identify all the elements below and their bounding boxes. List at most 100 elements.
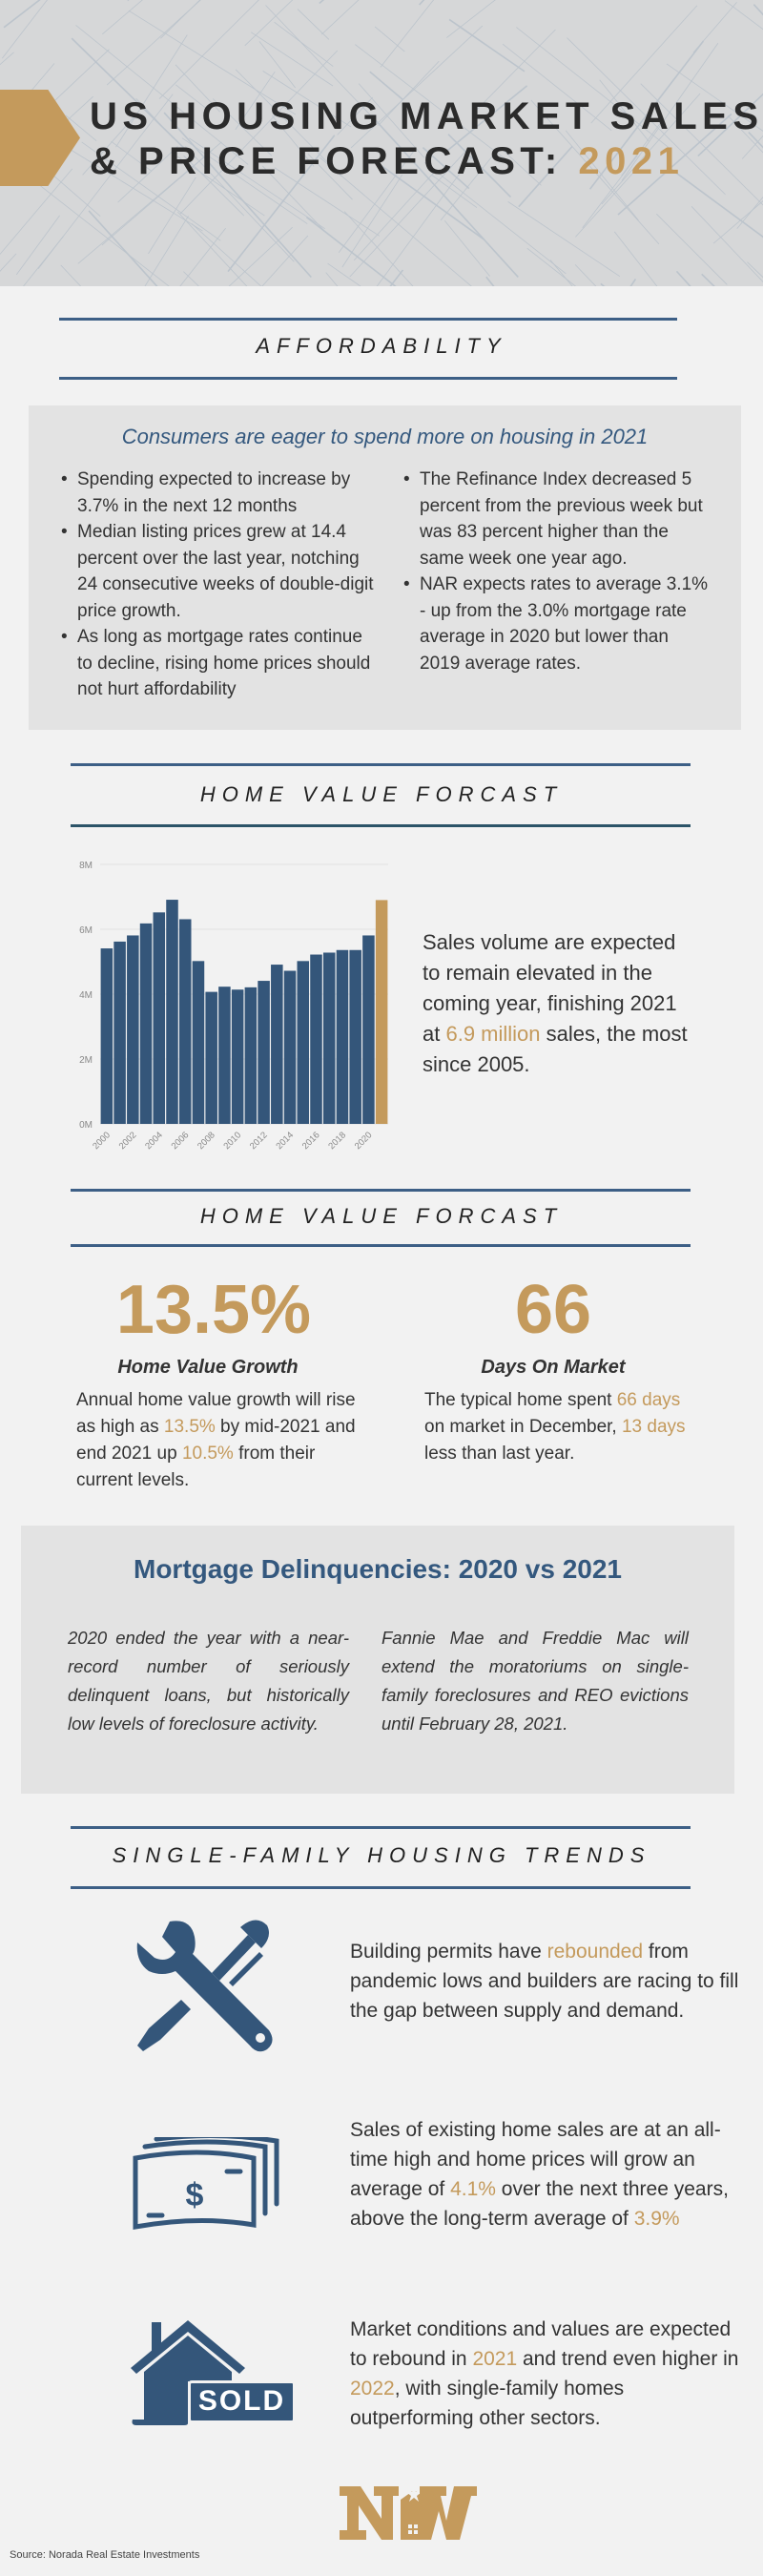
section-rule-bottom — [71, 824, 691, 827]
map-street — [670, 168, 763, 239]
map-street — [244, 0, 294, 47]
map-street — [621, 43, 719, 181]
map-street — [297, 9, 330, 40]
map-street — [355, 44, 510, 163]
trend-text-sales: Sales of existing home sales are at an a… — [350, 2115, 741, 2233]
map-street — [261, 235, 309, 286]
map-street — [320, 0, 360, 35]
money-icon: $ — [133, 2137, 279, 2230]
bar-2007 — [192, 961, 205, 1124]
map-street — [443, 220, 490, 277]
map-street — [549, 260, 573, 286]
x-tick-label: 2016 — [300, 1130, 322, 1152]
map-street — [712, 200, 763, 244]
map-street — [691, 206, 763, 282]
map-street — [106, 0, 201, 86]
map-street — [183, 271, 199, 286]
bar-2019 — [349, 949, 361, 1124]
bar-2011 — [244, 987, 258, 1124]
section-title-trends: SINGLE-FAMILY HOUSING TRENDS — [112, 1843, 651, 1867]
map-street — [422, 147, 470, 190]
section-rule-bottom — [71, 1244, 691, 1247]
map-street — [251, 31, 334, 87]
map-street — [0, 168, 73, 256]
map-street — [60, 264, 82, 286]
map-street — [128, 10, 297, 115]
map-street — [446, 0, 496, 38]
source-credit: Source: Norada Real Estate Investments — [10, 2549, 200, 2561]
map-street — [22, 171, 170, 286]
map-street — [500, 147, 542, 186]
title-prefix: & PRICE FORECAST: — [90, 140, 563, 182]
y-tick-label: 2M — [79, 1055, 93, 1066]
map-street — [65, 114, 97, 141]
body-text: Sales volume are expected to remain elev… — [423, 930, 677, 1046]
map-street — [191, 223, 262, 286]
mortgage-right-text: Fannie Mae and Freddie Mac will extend t… — [382, 1628, 689, 1734]
map-street — [423, 161, 567, 275]
bar-2021 — [375, 900, 388, 1124]
map-street — [378, 60, 440, 126]
norada-logo — [340, 2486, 477, 2540]
section-rule-top — [71, 1826, 691, 1829]
map-street — [380, 0, 435, 68]
page-title-line1: US HOUSING MARKET SALES — [90, 95, 763, 137]
map-street — [320, 156, 472, 286]
map-street — [0, 253, 17, 272]
bar-2002 — [127, 935, 139, 1124]
y-tick-label: 4M — [79, 990, 93, 1001]
body-text: Market conditions and values are expecte… — [350, 2318, 732, 2370]
bar-2018 — [336, 949, 349, 1124]
bar-2004 — [153, 912, 166, 1124]
map-street — [175, 64, 220, 113]
map-street — [15, 215, 60, 276]
map-street — [212, 98, 273, 156]
map-street — [588, 40, 705, 190]
map-street — [181, 137, 308, 224]
map-street — [338, 150, 415, 253]
map-street — [600, 282, 606, 286]
map-street — [265, 5, 401, 147]
bar-2010 — [231, 989, 244, 1124]
map-street — [319, 0, 325, 5]
bar-2016 — [310, 954, 322, 1124]
body-text: over the next three years, above the lon… — [350, 2178, 729, 2230]
section-rule-top — [71, 763, 691, 766]
list-item: Spending expected to increase by 3.7% in… — [61, 467, 381, 519]
map-street — [353, 168, 438, 261]
map-street — [613, 231, 658, 286]
map-street — [327, 262, 361, 286]
affordability-panel: Consumers are eager to spend more on hou… — [29, 405, 741, 730]
body-text: from their current levels. — [76, 1444, 316, 1490]
page-title-line2: & PRICE FORECAST: 2021 — [90, 140, 684, 183]
affordability-left-list: Spending expected to increase by 3.7% in… — [61, 467, 381, 703]
street-map-background — [0, 0, 763, 286]
map-street — [526, 247, 577, 286]
x-tick-label: 2018 — [326, 1130, 348, 1152]
days-on-market-label: Days On Market — [481, 1357, 626, 1378]
map-street — [337, 96, 374, 135]
map-street — [599, 79, 650, 142]
header-banner: US HOUSING MARKET SALES & PRICE FORECAST… — [0, 0, 763, 286]
home-value-growth-stat: 13.5% — [115, 1272, 312, 1348]
bar-2015 — [297, 961, 310, 1124]
bar-2013 — [271, 965, 283, 1124]
map-street — [176, 211, 248, 286]
map-street — [590, 5, 698, 124]
map-street — [374, 26, 405, 52]
map-street — [175, 84, 207, 109]
map-street — [179, 50, 339, 215]
mortgage-left-text: 2020 ended the year with a near-record n… — [68, 1628, 349, 1734]
bar-2006 — [178, 919, 192, 1124]
body-text: from pandemic lows and builders are raci… — [350, 1941, 739, 2022]
highlight-text: rebounded — [546, 1941, 644, 1963]
map-street — [228, 226, 293, 286]
map-street — [753, 4, 763, 16]
highlight-text: 6.9 million — [445, 1022, 541, 1046]
list-item: NAR expects rates to average 3.1% - up f… — [403, 571, 709, 676]
section-rule-top — [59, 318, 677, 321]
highlight-text: 10.5% — [181, 1444, 234, 1464]
body-text: Sales of existing home sales are at an a… — [350, 2119, 721, 2200]
x-tick-label: 2004 — [143, 1130, 165, 1152]
home-value-growth-label: Home Value Growth — [117, 1357, 299, 1378]
